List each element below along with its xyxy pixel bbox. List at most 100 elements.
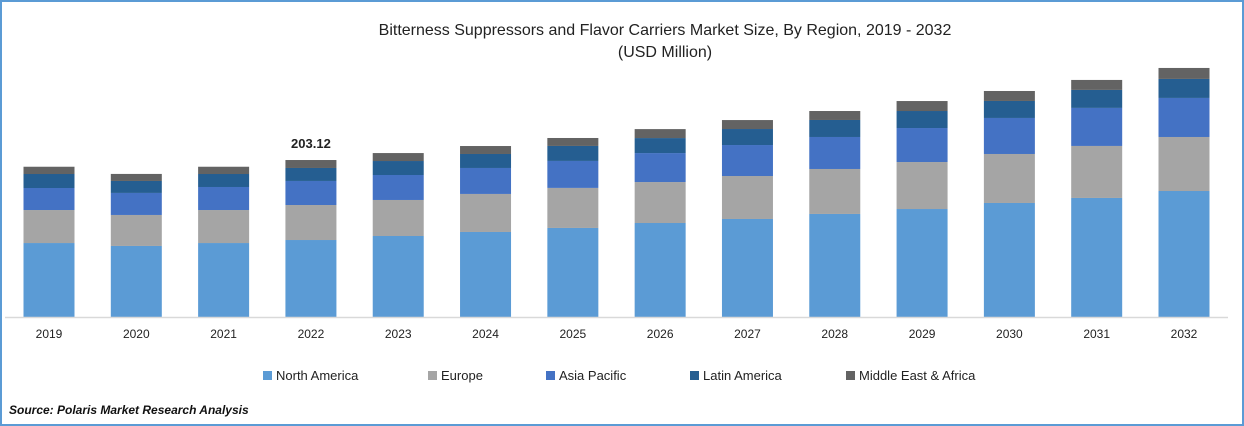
bar-segment-latin-america-2021: [198, 174, 250, 187]
bar-segment-north-america-2024: [460, 231, 512, 317]
bar-segment-asia-pacific-2020: [110, 192, 162, 215]
bar-segment-latin-america-2022: [285, 167, 337, 181]
bar-segment-north-america-2019: [23, 243, 75, 317]
x-tick-label: 2029: [909, 327, 936, 341]
bar-segment-north-america-2032: [1158, 191, 1210, 317]
x-tick-label: 2023: [385, 327, 412, 341]
bar-segment-latin-america-2029: [896, 111, 948, 129]
bar-segment-middle-east-africa-2029: [896, 101, 948, 112]
x-tick-label: 2024: [472, 327, 499, 341]
bar-segment-europe-2019: [23, 210, 75, 244]
bar-segment-europe-2032: [1158, 136, 1210, 192]
bar-segment-europe-2030: [983, 153, 1035, 203]
bar-segment-asia-pacific-2024: [460, 167, 512, 194]
legend-label: North America: [276, 368, 359, 383]
bar-segment-middle-east-africa-2019: [23, 166, 75, 175]
bar-segment-north-america-2030: [983, 202, 1035, 317]
x-tick-label: 2030: [996, 327, 1023, 341]
x-tick-label: 2028: [821, 327, 848, 341]
bar-segment-north-america-2027: [721, 218, 773, 317]
bar-segment-north-america-2020: [110, 245, 162, 317]
bar-segment-asia-pacific-2022: [285, 180, 337, 206]
chart-subtitle: (USD Million): [617, 44, 713, 61]
bar-segment-latin-america-2027: [721, 129, 773, 146]
x-tick-label: 2027: [734, 327, 761, 341]
x-tick-label: 2021: [210, 327, 237, 341]
bar-segment-europe-2027: [721, 176, 773, 219]
legend-item-middle-east-africa: Middle East & Africa: [846, 368, 975, 383]
bar-segment-middle-east-africa-2027: [721, 120, 773, 130]
bar-segment-north-america-2026: [634, 223, 686, 317]
bar-segment-latin-america-2019: [23, 174, 75, 188]
bar-segment-north-america-2022: [285, 240, 337, 317]
bar-segment-latin-america-2030: [983, 100, 1035, 118]
bar-segment-north-america-2025: [547, 227, 599, 317]
bar-segment-middle-east-africa-2032: [1158, 67, 1210, 79]
bar-segment-asia-pacific-2025: [547, 160, 599, 188]
bar-segment-middle-east-africa-2021: [198, 166, 250, 175]
bar-segment-asia-pacific-2019: [23, 187, 75, 211]
legend-swatch: [546, 371, 555, 380]
bar-segment-north-america-2023: [372, 235, 424, 317]
bar-segment-north-america-2028: [809, 213, 861, 317]
bar-segment-latin-america-2026: [634, 138, 686, 154]
legend-swatch: [428, 371, 437, 380]
bar-segment-middle-east-africa-2020: [110, 173, 162, 181]
legend-swatch: [690, 371, 699, 380]
legend-item-latin-america: Latin America: [690, 368, 782, 383]
bar-segment-asia-pacific-2030: [983, 117, 1035, 154]
legend-label: Asia Pacific: [559, 368, 627, 383]
legend-item-europe: Europe: [428, 368, 483, 383]
bar-segment-north-america-2029: [896, 209, 948, 317]
source-note: Source: Polaris Market Research Analysis: [9, 403, 249, 417]
x-tick-label: 2026: [647, 327, 674, 341]
bar-segment-asia-pacific-2029: [896, 128, 948, 163]
bar-segment-asia-pacific-2028: [809, 136, 861, 169]
bar-segment-middle-east-africa-2030: [983, 90, 1035, 101]
bar-segment-europe-2024: [460, 193, 512, 232]
bar-segment-latin-america-2020: [110, 180, 162, 193]
legend-label: Latin America: [703, 368, 782, 383]
legend-label: Europe: [441, 368, 483, 383]
legend-swatch: [846, 371, 855, 380]
bar-segment-asia-pacific-2027: [721, 145, 773, 177]
legend-item-north-america: North America: [263, 368, 358, 383]
bar-segment-latin-america-2032: [1158, 78, 1210, 98]
bar-segment-latin-america-2025: [547, 145, 599, 161]
bar-segment-asia-pacific-2026: [634, 153, 686, 183]
bar-segment-europe-2025: [547, 187, 599, 228]
bar-segment-middle-east-africa-2025: [547, 137, 599, 146]
data-label: 203.12: [291, 136, 331, 151]
bar-segment-europe-2023: [372, 199, 424, 236]
bar-segment-middle-east-africa-2022: [285, 160, 337, 168]
legend-swatch: [263, 371, 272, 380]
bar-segment-europe-2022: [285, 205, 337, 241]
bar-segment-latin-america-2024: [460, 153, 512, 168]
bar-segment-middle-east-africa-2023: [372, 153, 424, 162]
bar-segment-europe-2029: [896, 162, 948, 210]
bar-segment-latin-america-2028: [809, 119, 861, 137]
legend-label: Middle East & Africa: [859, 368, 976, 383]
bar-segment-europe-2031: [1071, 145, 1123, 198]
x-tick-label: 2032: [1171, 327, 1198, 341]
bar-segment-north-america-2031: [1071, 197, 1123, 317]
bar-segment-asia-pacific-2031: [1071, 107, 1123, 146]
chart-title: Bitterness Suppressors and Flavor Carrie…: [378, 22, 952, 39]
bar-segment-middle-east-africa-2031: [1071, 79, 1123, 90]
bar-segment-latin-america-2023: [372, 161, 424, 176]
legend-item-asia-pacific: Asia Pacific: [546, 368, 626, 383]
bar-segment-europe-2020: [110, 214, 162, 246]
x-tick-label: 2019: [36, 327, 63, 341]
bar-segment-latin-america-2031: [1071, 89, 1123, 108]
x-tick-label: 2022: [298, 327, 325, 341]
bar-segment-middle-east-africa-2026: [634, 129, 686, 139]
bar-segment-middle-east-africa-2024: [460, 146, 512, 154]
bar-segment-europe-2021: [198, 210, 250, 244]
x-tick-label: 2025: [559, 327, 586, 341]
bar-segment-asia-pacific-2032: [1158, 97, 1210, 137]
bar-segment-middle-east-africa-2028: [809, 111, 861, 120]
bar-segment-europe-2026: [634, 182, 686, 224]
bar-segment-europe-2028: [809, 168, 861, 214]
